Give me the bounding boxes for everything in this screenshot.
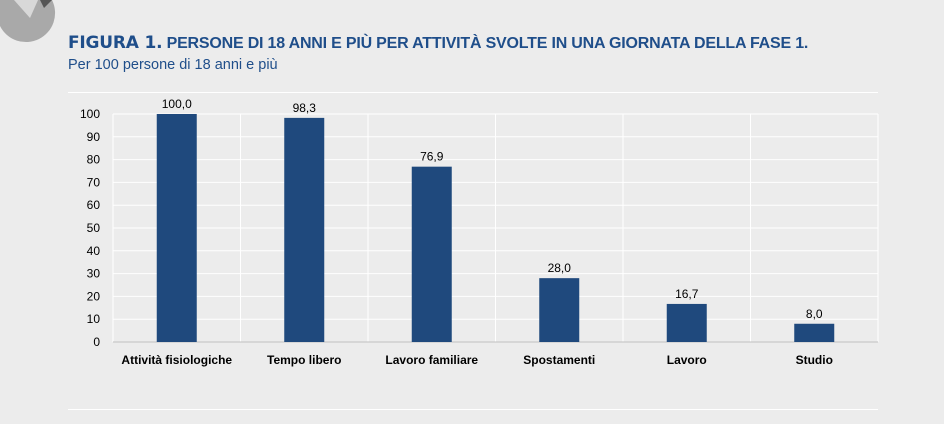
- y-tick-label: 100: [80, 107, 100, 121]
- y-tick-label: 30: [87, 267, 101, 281]
- category-label: Spostamenti: [523, 353, 595, 367]
- bars: [156, 114, 835, 342]
- bar: [156, 114, 197, 342]
- bottom-rule: [68, 409, 878, 410]
- y-tick-label: 70: [87, 175, 101, 189]
- figure-title: FIGURA 1. PERSONE DI 18 ANNI E PIÙ PER A…: [68, 33, 808, 53]
- y-tick-label: 90: [87, 130, 101, 144]
- bar-value-label: 100,0: [162, 97, 192, 111]
- y-tick-label: 50: [87, 221, 101, 235]
- y-tick-label: 20: [87, 289, 101, 303]
- category-label: Lavoro familiare: [385, 353, 478, 367]
- top-rule: [68, 92, 878, 93]
- report-logo-icon: [0, 0, 56, 43]
- figure-label: FIGURA 1.: [68, 33, 163, 53]
- category-label: Attività fisiologiche: [121, 353, 232, 367]
- bar-value-label: 16,7: [675, 287, 699, 301]
- y-tick-label: 0: [93, 335, 100, 349]
- bar-value-label: 28,0: [548, 261, 572, 275]
- bar-value-label: 98,3: [293, 101, 317, 115]
- y-tick-label: 80: [87, 153, 101, 167]
- bar: [794, 323, 835, 342]
- y-tick-label: 40: [87, 244, 101, 258]
- category-label: Studio: [796, 353, 833, 367]
- category-label: Lavoro: [667, 353, 707, 367]
- data-labels: 100,0 98,3 76,9 28,0 16,7 8,0: [162, 97, 823, 321]
- figure-subtitle: Per 100 persone di 18 anni e più: [68, 57, 278, 73]
- y-axis-ticks: 0 10 20 30 40 50 60 70 80 90 100: [80, 107, 100, 349]
- grid-lines: [112, 113, 879, 343]
- y-tick-label: 60: [87, 198, 101, 212]
- category-label: Tempo libero: [267, 353, 341, 367]
- bar-value-label: 76,9: [420, 150, 444, 164]
- x-axis-categories: Attività fisiologiche Tempo libero Lavoro …: [121, 353, 833, 367]
- figure-title-text: PERSONE DI 18 ANNI E PIÙ PER ATTIVITÀ SV…: [166, 35, 809, 52]
- bar: [539, 278, 580, 342]
- y-tick-label: 10: [87, 312, 101, 326]
- bar-value-label: 8,0: [806, 307, 823, 321]
- bar: [411, 166, 452, 342]
- bar: [666, 303, 707, 342]
- bar: [284, 117, 325, 342]
